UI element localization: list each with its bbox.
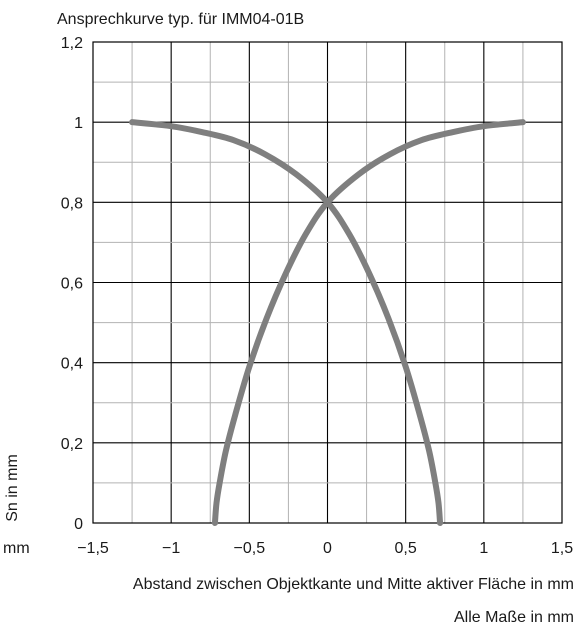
x-tick-label: −1,5: [77, 540, 109, 557]
tick-labels: −1,5 −1 −0,5 0 0,5 1 1,5 0 0,2 0,4 0,6 0,8 1 1,2: [61, 35, 573, 557]
grid: [93, 42, 562, 523]
x-tick-label: 1,5: [551, 540, 573, 557]
y-tick-label: 1: [74, 115, 83, 132]
y-axis-label: Sn in mm: [4, 454, 21, 522]
response-curves: [129, 119, 526, 526]
x-axis-unit-label: mm: [3, 540, 30, 557]
units-footnote: Alle Maße in mm: [454, 609, 574, 626]
chart-title: Ansprechkurve typ. für IMM04-01B: [57, 11, 304, 28]
x-tick-label: 0: [323, 540, 332, 557]
y-tick-label: 0,4: [61, 356, 83, 373]
y-tick-label: 0: [74, 516, 83, 533]
y-tick-label: 0,2: [61, 436, 83, 453]
response-curve-1: [211, 119, 526, 526]
y-tick-label: 0,8: [61, 195, 83, 212]
x-axis-label: Abstand zwischen Objektkante und Mitte a…: [133, 576, 574, 593]
y-tick-label: 0,6: [61, 276, 83, 293]
response-curve-2: [129, 119, 444, 526]
x-tick-label: −1: [162, 540, 180, 557]
x-tick-label: 1: [479, 540, 488, 557]
x-tick-label: 0,5: [395, 540, 417, 557]
x-tick-label: −0,5: [234, 540, 266, 557]
y-tick-label: 1,2: [61, 35, 83, 52]
plot-frame: [92, 41, 563, 524]
